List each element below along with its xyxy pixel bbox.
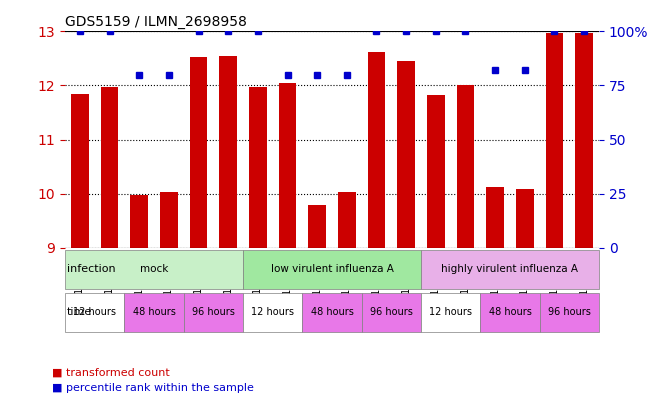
FancyBboxPatch shape: [65, 293, 124, 332]
Bar: [101, 87, 118, 248]
Text: 96 hours: 96 hours: [370, 307, 413, 318]
Text: 12 hours: 12 hours: [74, 307, 117, 318]
Text: GDS5159 / ILMN_2698958: GDS5159 / ILMN_2698958: [65, 15, 247, 29]
Bar: [160, 193, 178, 248]
Text: ■ percentile rank within the sample: ■ percentile rank within the sample: [52, 383, 254, 393]
FancyBboxPatch shape: [480, 293, 540, 332]
Bar: [338, 193, 355, 248]
FancyBboxPatch shape: [540, 293, 599, 332]
Bar: [71, 94, 89, 248]
Bar: [456, 85, 475, 248]
Bar: [130, 195, 148, 248]
FancyBboxPatch shape: [184, 293, 243, 332]
Bar: [427, 95, 445, 248]
Bar: [279, 83, 296, 248]
Text: 96 hours: 96 hours: [548, 307, 590, 318]
Text: 12 hours: 12 hours: [251, 307, 294, 318]
FancyBboxPatch shape: [362, 293, 421, 332]
FancyBboxPatch shape: [421, 250, 599, 288]
Text: 48 hours: 48 hours: [311, 307, 353, 318]
Bar: [575, 33, 593, 248]
Text: time: time: [66, 307, 92, 318]
FancyBboxPatch shape: [243, 293, 302, 332]
Bar: [189, 57, 208, 248]
Bar: [516, 189, 534, 248]
Text: 48 hours: 48 hours: [488, 307, 531, 318]
FancyBboxPatch shape: [243, 250, 421, 288]
Text: mock: mock: [140, 264, 168, 274]
Bar: [368, 52, 385, 248]
Bar: [486, 187, 504, 248]
FancyBboxPatch shape: [421, 293, 480, 332]
FancyBboxPatch shape: [302, 293, 362, 332]
Text: ■ transformed count: ■ transformed count: [52, 367, 170, 377]
Bar: [249, 87, 267, 248]
Bar: [219, 56, 237, 248]
Text: infection: infection: [66, 264, 115, 274]
Text: 12 hours: 12 hours: [429, 307, 472, 318]
Text: highly virulent influenza A: highly virulent influenza A: [441, 264, 579, 274]
Bar: [546, 33, 563, 248]
Text: low virulent influenza A: low virulent influenza A: [271, 264, 393, 274]
FancyBboxPatch shape: [124, 293, 184, 332]
Bar: [397, 61, 415, 248]
Bar: [309, 206, 326, 248]
Text: 96 hours: 96 hours: [192, 307, 235, 318]
Text: 48 hours: 48 hours: [133, 307, 176, 318]
FancyBboxPatch shape: [65, 250, 243, 288]
